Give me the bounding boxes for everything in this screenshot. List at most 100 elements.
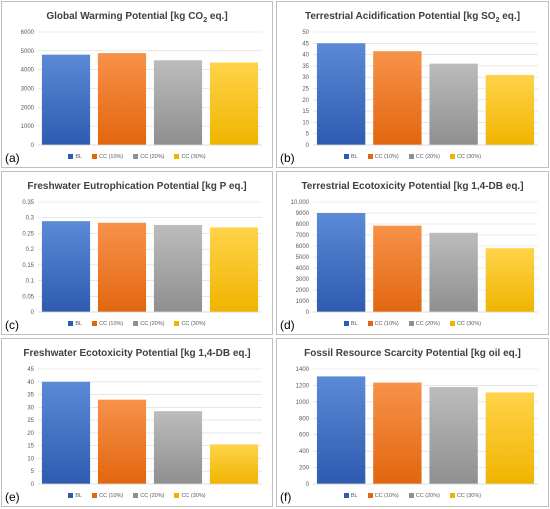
y-tick-label: 0 (31, 482, 35, 488)
y-tick-label: 8000 (296, 222, 310, 228)
bar-bl (41, 54, 91, 145)
legend-swatch (367, 493, 373, 499)
legend-label: CC (30%) (181, 154, 206, 160)
legend-item: CC (30%) (449, 321, 481, 327)
legend-swatch (367, 321, 373, 327)
bar-chart-svg: 0 5 10 15 20 25 30 35 40 45 50 (302, 30, 538, 149)
legend-label: CC (20%) (140, 154, 165, 160)
legend-label: CC (10%) (99, 321, 124, 327)
y-tick-label: 1000 (21, 124, 35, 130)
chart-title: Freshwater Eutrophication Potential [kg … (2, 181, 272, 192)
legend-label: BL (350, 321, 358, 327)
y-tick-label: 0 (306, 310, 310, 316)
y-tick-label: 4000 (21, 68, 35, 74)
bar-cc-10 (373, 51, 422, 145)
legend-item: CC (30%) (174, 493, 206, 499)
chart-title: Terrestrial Ecotoxicity Potential [kg 1,… (277, 181, 548, 192)
bar-chart-svg: 0 200 400 600 800 1000 1200 1400 (296, 367, 538, 488)
legend-item: BL (343, 321, 358, 327)
y-tick-label: 10,000 (291, 200, 310, 206)
y-tick-label: 800 (299, 416, 310, 422)
bar-cc-30 (485, 248, 535, 312)
legend-swatch (92, 321, 98, 327)
bar-cc-20 (429, 232, 478, 312)
legend-label: CC (30%) (181, 493, 206, 499)
y-tick-label: 0 (31, 143, 35, 149)
y-tick-label: 50 (302, 30, 309, 36)
y-tick-label: 15 (302, 109, 309, 115)
y-tick-label: 0.1 (26, 279, 35, 285)
y-tick-label: 9000 (296, 211, 310, 217)
legend-item: CC (10%) (92, 493, 123, 499)
legend-swatch (92, 493, 98, 499)
legend-item: CC (30%) (449, 493, 481, 499)
y-tick-label: 35 (27, 393, 34, 399)
bar-cc-20 (429, 387, 478, 484)
bar-cc-10 (97, 53, 147, 145)
legend-swatch (343, 493, 349, 499)
y-tick-label: 1000 (296, 299, 310, 305)
panel-label: (f) (280, 490, 292, 504)
bar-cc-30 (209, 62, 259, 146)
bar-cc-20 (429, 63, 478, 145)
chart-title: Terrestrial Acidification Potential [kg … (277, 11, 548, 24)
legend-swatch (343, 321, 349, 327)
y-tick-label: 400 (299, 449, 310, 455)
legend-label: CC (10%) (99, 154, 124, 160)
bar-cc-30 (485, 392, 535, 484)
panel-label: (c) (5, 318, 19, 332)
y-tick-label: 40 (302, 53, 309, 59)
y-tick-label: 0.05 (22, 294, 34, 300)
bar-cc-10 (97, 399, 147, 484)
title-text: Freshwater Ecotoxicity Potential [kg 1,4… (23, 348, 251, 359)
chart-panel-d: Terrestrial Ecotoxicity Potential [kg 1,… (276, 171, 549, 335)
legend-swatch (68, 493, 74, 499)
legend-swatch (133, 493, 139, 499)
chart-panel-f: Fossil Resource Scarcity Potential [kg o… (276, 338, 549, 507)
bar-cc-30 (209, 227, 259, 312)
chart-title: Freshwater Ecotoxicity Potential [kg 1,4… (2, 348, 272, 359)
legend-swatch (174, 493, 180, 499)
legend-swatch (408, 493, 414, 499)
bar-cc-10 (97, 222, 147, 312)
y-tick-label: 6000 (296, 244, 310, 250)
panel-label: (b) (280, 151, 295, 165)
y-tick-label: 40 (27, 380, 34, 386)
legend-swatch (367, 154, 373, 160)
title-text: eq.] (499, 11, 521, 22)
legend-item: BL (343, 493, 358, 499)
legend: BL CC (10%) CC (20%) CC (30%) (2, 321, 272, 327)
title-text: Global Warming Potential [kg CO (46, 11, 204, 22)
legend-label: CC (10%) (374, 493, 399, 499)
panel-label: (a) (5, 151, 20, 165)
legend-item: BL (68, 154, 82, 160)
legend: BL CC (10%) CC (20%) CC (30%) (2, 493, 272, 499)
legend-item: BL (68, 321, 82, 327)
y-tick-label: 0.25 (22, 231, 34, 237)
panel-label: (e) (5, 490, 20, 504)
y-tick-label: 35 (302, 64, 309, 70)
y-tick-label: 25 (27, 418, 34, 424)
y-tick-label: 20 (302, 98, 309, 104)
chart-title: Fossil Resource Scarcity Potential [kg o… (277, 348, 548, 359)
bar-chart-svg: 0 0.05 0.1 0.15 0.2 0.25 0.3 0.35 (22, 200, 262, 316)
y-tick-label: 30 (27, 405, 34, 411)
legend-label: CC (20%) (415, 493, 440, 499)
legend-swatch (174, 154, 180, 160)
legend-item: BL (68, 493, 82, 499)
y-tick-label: 15 (27, 444, 34, 450)
legend-item: CC (10%) (92, 321, 123, 327)
legend-item: CC (10%) (92, 154, 123, 160)
y-tick-label: 4000 (296, 266, 310, 272)
legend: BL CC (10%) CC (20%) CC (30%) (277, 154, 548, 160)
y-tick-label: 5000 (296, 255, 310, 261)
title-subscript: 2 (203, 17, 208, 24)
y-tick-label: 25 (302, 87, 309, 93)
y-tick-label: 7000 (296, 233, 310, 239)
bar-cc-10 (373, 225, 422, 312)
chart-title: Global Warming Potential [kg CO2 eq.] (2, 11, 272, 24)
legend-label: CC (20%) (140, 493, 165, 499)
legend-item: CC (30%) (174, 154, 206, 160)
bar-bl (41, 381, 91, 484)
title-text: Freshwater Eutrophication Potential [kg … (27, 181, 247, 192)
